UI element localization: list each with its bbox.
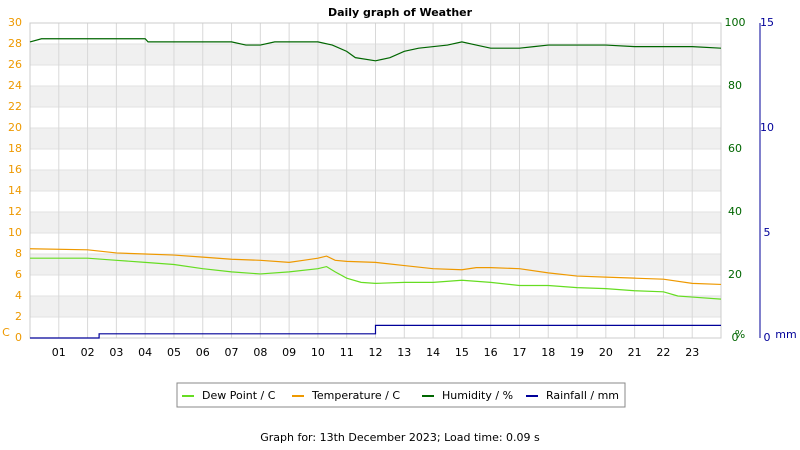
y-tick-label: 20 bbox=[8, 121, 22, 134]
y-tick-label: 14 bbox=[8, 184, 22, 197]
y-tick-label: 16 bbox=[8, 163, 22, 176]
y2-tick-label: 40 bbox=[728, 205, 742, 218]
x-tick-label: 19 bbox=[570, 346, 584, 359]
chart-title: Daily graph of Weather bbox=[328, 6, 473, 19]
series-line bbox=[29, 38, 722, 62]
x-tick-label: 01 bbox=[52, 346, 66, 359]
x-tick-label: 15 bbox=[455, 346, 469, 359]
y-tick-label: 8 bbox=[15, 247, 22, 260]
x-tick-label: 21 bbox=[628, 346, 642, 359]
series-line bbox=[30, 324, 721, 339]
y3-tick-label: 5 bbox=[764, 226, 771, 239]
x-tick-label: 17 bbox=[512, 346, 526, 359]
x-tick-label: 22 bbox=[656, 346, 670, 359]
x-tick-label: 23 bbox=[685, 346, 699, 359]
x-tick-label: 12 bbox=[369, 346, 383, 359]
x-tick-label: 16 bbox=[484, 346, 498, 359]
y3-tick-label: 10 bbox=[760, 121, 774, 134]
legend-label: Rainfall / mm bbox=[546, 389, 619, 402]
y3-axis-label: mm bbox=[775, 328, 796, 341]
series-line bbox=[29, 248, 722, 286]
y-axis-label: C bbox=[2, 326, 10, 339]
y-tick-label: 28 bbox=[8, 37, 22, 50]
x-tick-label: 08 bbox=[253, 346, 267, 359]
x-tick-label: 07 bbox=[225, 346, 239, 359]
y-tick-label: 30 bbox=[8, 16, 22, 29]
series-line bbox=[30, 257, 722, 300]
y2-tick-label: 100 bbox=[725, 16, 746, 29]
x-tick-label: 04 bbox=[138, 346, 152, 359]
x-tick-label: 10 bbox=[311, 346, 325, 359]
x-tick-label: 18 bbox=[541, 346, 555, 359]
y-tick-label: 24 bbox=[8, 79, 22, 92]
x-tick-label: 11 bbox=[340, 346, 354, 359]
x-tick-label: 05 bbox=[167, 346, 181, 359]
footer: Graph for: 13th December 2023; Load time… bbox=[260, 431, 540, 444]
legend-box bbox=[176, 382, 626, 408]
legend-label: Humidity / % bbox=[442, 389, 513, 402]
y-tick-label: 4 bbox=[15, 289, 22, 302]
x-tick-label: 13 bbox=[397, 346, 411, 359]
y-tick-label: 10 bbox=[8, 226, 22, 239]
y-tick-label: 26 bbox=[8, 58, 22, 71]
y3-tick-label: 0 bbox=[764, 331, 771, 344]
x-tick-label: 20 bbox=[599, 346, 613, 359]
y2-tick-label: 60 bbox=[728, 142, 742, 155]
y-tick-label: 18 bbox=[8, 142, 22, 155]
y2-tick-label: 20 bbox=[728, 268, 742, 281]
x-tick-label: 02 bbox=[81, 346, 95, 359]
y2-tick-label: 0 bbox=[732, 331, 739, 344]
y-tick-label: 12 bbox=[8, 205, 22, 218]
y-tick-label: 22 bbox=[8, 100, 22, 113]
x-tick-label: 03 bbox=[109, 346, 123, 359]
x-tick-label: 06 bbox=[196, 346, 210, 359]
x-tick-label: 14 bbox=[426, 346, 440, 359]
plot-border bbox=[29, 22, 722, 339]
y-tick-label: 0 bbox=[15, 331, 22, 344]
y2-tick-label: 80 bbox=[728, 79, 742, 92]
y2-axis-label: % bbox=[735, 328, 745, 341]
x-tick-label: 09 bbox=[282, 346, 296, 359]
legend-label: Temperature / C bbox=[311, 389, 400, 402]
y-tick-label: 6 bbox=[15, 268, 22, 281]
y3-tick-label: 15 bbox=[760, 16, 774, 29]
y-tick-label: 2 bbox=[15, 310, 22, 323]
legend-label: Dew Point / C bbox=[202, 389, 276, 402]
